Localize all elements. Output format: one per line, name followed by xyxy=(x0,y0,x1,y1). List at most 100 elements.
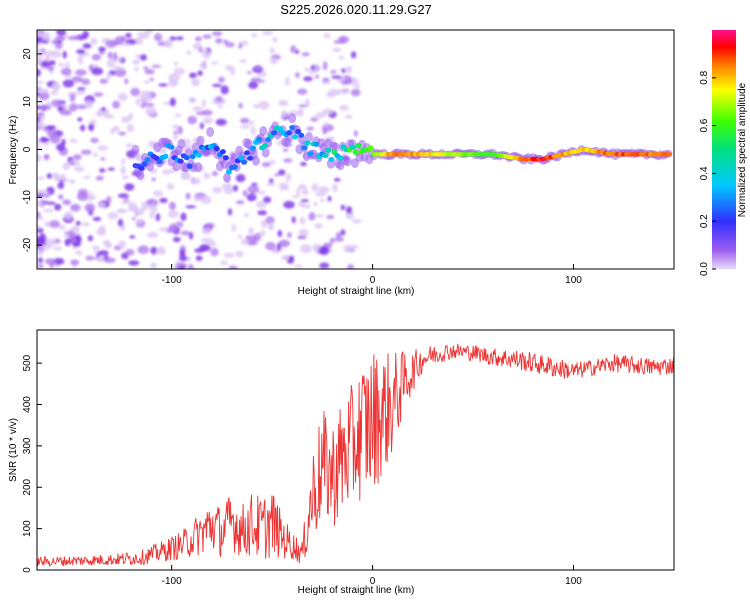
spectrogram-x-label: Height of straight line (km) xyxy=(298,286,415,297)
colorbar-ticks: 0.0 0.2 0.4 0.6 0.8 xyxy=(699,70,716,276)
ridge-blob xyxy=(189,154,196,160)
noise-speckle xyxy=(340,80,352,85)
noise-speckle xyxy=(38,61,43,65)
ridge-halo xyxy=(331,142,340,153)
noise-speckle xyxy=(308,70,316,75)
noise-speckle xyxy=(250,126,256,135)
noise-speckle xyxy=(50,90,58,96)
noise-speckle xyxy=(168,73,180,82)
spectrogram-y-tick-label: 10 xyxy=(22,96,33,108)
noise-speckle xyxy=(93,152,98,158)
noise-speckle xyxy=(248,81,259,89)
noise-speckle xyxy=(202,49,211,59)
noise-speckle xyxy=(322,127,328,135)
noise-speckle xyxy=(268,178,274,184)
ridge-halo xyxy=(206,127,215,137)
noise-speckle xyxy=(106,72,112,80)
ridge-blob xyxy=(256,136,262,142)
noise-speckle xyxy=(351,218,362,224)
noise-speckle xyxy=(73,232,82,236)
noise-speckle xyxy=(278,101,289,107)
noise-speckle xyxy=(37,176,45,181)
noise-speckle xyxy=(131,217,136,221)
noise-speckle xyxy=(297,88,308,95)
noise-speckle xyxy=(75,220,81,226)
ridge-blob xyxy=(162,153,169,159)
noise-speckle xyxy=(84,100,94,109)
noise-speckle xyxy=(155,213,161,222)
noise-speckle xyxy=(99,225,106,234)
noise-speckle xyxy=(300,161,307,167)
noise-speckle xyxy=(37,193,45,198)
noise-speckle xyxy=(191,177,201,185)
noise-speckle xyxy=(185,192,191,200)
noise-speckle xyxy=(249,120,255,126)
noise-speckle xyxy=(39,88,49,94)
noise-speckle xyxy=(60,67,72,76)
ridge-blob xyxy=(367,145,374,151)
noise-speckle xyxy=(227,208,233,216)
noise-speckle xyxy=(210,61,219,65)
noise-speckle xyxy=(281,255,290,261)
noise-speckle xyxy=(48,220,61,228)
snr-y-ticks: 0 100 200 300 400 500 xyxy=(22,354,42,573)
noise-speckle xyxy=(173,61,178,66)
noise-speckle xyxy=(73,154,82,161)
noise-speckle xyxy=(276,243,281,251)
noise-speckle xyxy=(92,216,102,222)
noise-speckle xyxy=(295,72,300,78)
colorbar-tick-label: 0.0 xyxy=(699,262,710,276)
noise-speckle xyxy=(200,195,212,205)
colorbar-label: Normalized spectral amplitude xyxy=(737,82,748,217)
ridge-halo xyxy=(172,161,181,172)
noise-speckle xyxy=(329,237,335,244)
noise-speckle xyxy=(72,241,81,247)
noise-speckle xyxy=(335,232,342,239)
noise-speckle xyxy=(73,166,85,173)
noise-speckle xyxy=(331,75,343,79)
ridge-blob xyxy=(355,142,362,149)
noise-speckle xyxy=(210,247,219,257)
noise-speckle xyxy=(298,228,309,237)
spectrogram-y-label: Frequency (Hz) xyxy=(8,116,19,185)
noise-speckle xyxy=(247,71,252,75)
noise-speckle xyxy=(212,170,218,177)
snr-y-tick-label: 300 xyxy=(22,437,33,454)
noise-speckle xyxy=(126,124,135,133)
noise-speckle xyxy=(235,250,244,258)
noise-speckle xyxy=(228,265,238,269)
spectrogram-x-tick-label: 100 xyxy=(565,275,582,286)
noise-speckle xyxy=(129,235,136,239)
ridge-halo xyxy=(259,126,268,136)
noise-speckle xyxy=(259,230,266,237)
noise-speckle xyxy=(59,110,72,116)
ridge-blob xyxy=(183,155,190,161)
noise-speckle xyxy=(299,216,306,225)
noise-speckle xyxy=(51,99,63,108)
noise-speckle xyxy=(222,183,231,190)
ridge-blob xyxy=(177,158,184,164)
noise-speckle xyxy=(169,223,178,233)
noise-speckle xyxy=(150,262,157,269)
noise-speckle xyxy=(68,138,79,143)
ridge-blob xyxy=(277,126,284,132)
ridge-halo xyxy=(194,162,203,173)
noise-speckle-layer xyxy=(37,30,362,269)
noise-speckle xyxy=(285,173,291,182)
noise-speckle xyxy=(37,121,45,130)
noise-speckle xyxy=(295,49,300,55)
noise-speckle xyxy=(83,175,91,180)
ridge-halo xyxy=(261,147,270,158)
ridge-blob xyxy=(247,155,253,161)
ridge-blob xyxy=(262,143,269,149)
noise-speckle xyxy=(70,161,75,165)
snr-background xyxy=(37,330,674,570)
noise-speckle xyxy=(201,109,213,116)
noise-speckle xyxy=(195,255,203,261)
noise-speckle xyxy=(62,199,72,205)
ridge-blob xyxy=(213,146,220,152)
noise-speckle xyxy=(354,84,361,89)
noise-speckle xyxy=(140,90,152,100)
noise-speckle xyxy=(148,141,154,146)
